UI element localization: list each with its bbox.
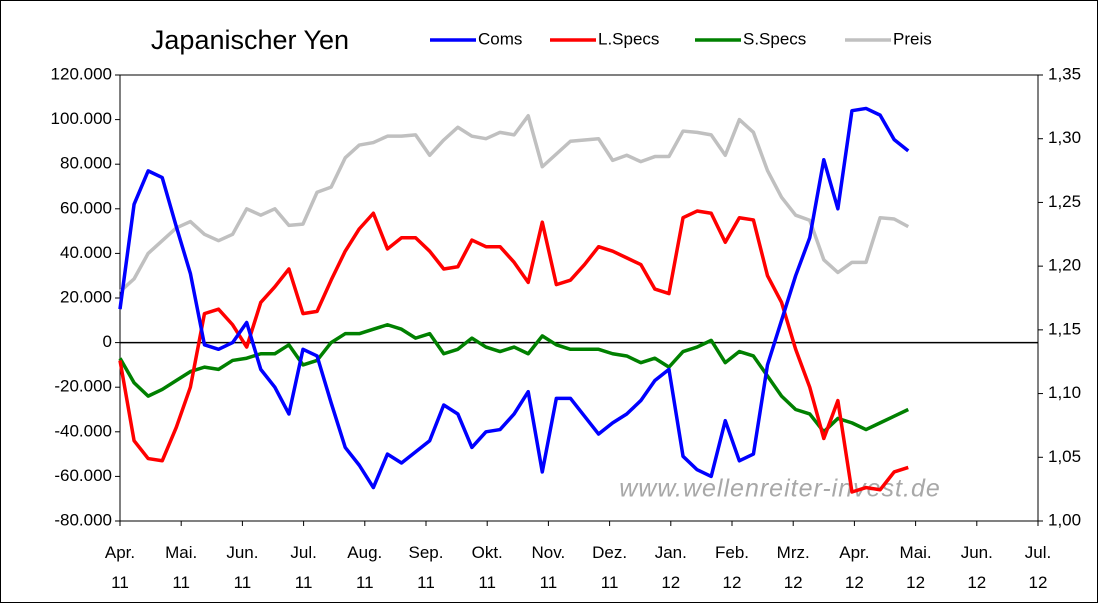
y-tick-label: 0 — [103, 332, 112, 351]
y2-tick-label: 1,25 — [1048, 192, 1081, 211]
y2-tick-label: 1,00 — [1048, 510, 1081, 529]
x-tick-label: Okt. 11 — [471, 543, 503, 592]
x-tick-label: Apr. 12 — [839, 543, 870, 592]
legend-label: L.Specs — [598, 29, 659, 48]
x-tick-label: Jan. 12 — [654, 543, 687, 592]
x-tick-label: Apr. 11 — [104, 543, 136, 592]
y2-tick-label: 1,30 — [1048, 128, 1081, 147]
legend-label: S.Specs — [743, 29, 806, 48]
y2-tick-label: 1,35 — [1048, 64, 1081, 83]
x-tick-label: Jul. 11 — [290, 543, 317, 592]
x-tick-label: Sep. 11 — [408, 543, 444, 592]
legend-label: Preis — [893, 29, 932, 48]
x-tick-label: Jun. 11 — [226, 543, 259, 592]
series-line — [118, 106, 910, 490]
y-tick-label: 120.000 — [51, 64, 112, 83]
y-tick-label: -80.000 — [54, 510, 112, 529]
series-line — [118, 114, 910, 293]
series-line — [118, 323, 910, 434]
y2-tick-label: 1,05 — [1048, 447, 1081, 466]
y-tick-label: -40.000 — [54, 421, 112, 440]
y-tick-label: 40.000 — [60, 243, 112, 262]
y-tick-label: -20.000 — [54, 377, 112, 396]
y-tick-label: -60.000 — [54, 466, 112, 485]
y-tick-label: 80.000 — [60, 154, 112, 173]
y2-tick-label: 1,20 — [1048, 256, 1081, 275]
x-tick-label: Mai. 11 — [165, 543, 198, 592]
y-tick-label: 100.000 — [51, 109, 112, 128]
y-tick-label: 60.000 — [60, 198, 112, 217]
x-tick-label: Dez. 11 — [592, 543, 628, 592]
y2-tick-label: 1,10 — [1048, 383, 1081, 402]
x-tick-label: Mrz. 12 — [776, 543, 810, 592]
x-tick-label: Jul. 12 — [1024, 543, 1052, 592]
chart-title: Japanischer Yen — [151, 25, 349, 55]
x-tick-label: Aug. 11 — [347, 543, 383, 592]
x-tick-label: Jun. 12 — [960, 543, 993, 592]
y-tick-label: 20.000 — [60, 287, 112, 306]
x-tick-label: Mai. 12 — [899, 543, 932, 592]
x-tick-label: Feb. 12 — [714, 543, 750, 592]
watermark: www.wellenreiter-invest.de — [619, 475, 941, 503]
y2-tick-label: 1,15 — [1048, 319, 1081, 338]
legend-label: Coms — [478, 29, 522, 48]
x-tick-label: Nov. 11 — [531, 543, 566, 592]
